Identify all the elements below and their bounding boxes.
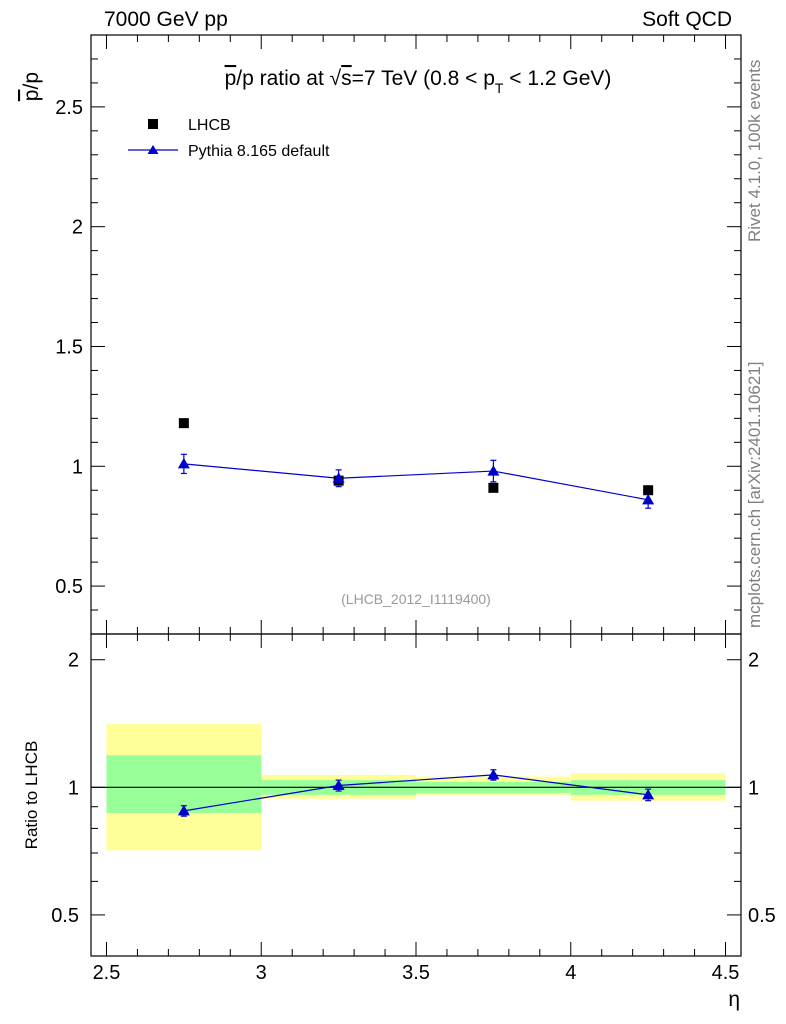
ratio-data-point	[642, 788, 655, 800]
band-inner-0	[106, 755, 262, 813]
lhcb-data-point	[643, 485, 654, 496]
chart-title: p/p ratio at √s=7 TeV (0.8 < pT < 1.2 Ge…	[225, 67, 612, 96]
y-tick-label: 1.5	[55, 336, 83, 358]
pythia-data-point	[487, 465, 500, 476]
data-marks	[177, 418, 655, 817]
legend-lhcb-label: LHCB	[188, 117, 231, 134]
x-tick-label: 3	[256, 962, 267, 984]
ratio-series-line	[183, 774, 649, 812]
lhcb-data-point	[488, 482, 499, 493]
y-tick-label: 1	[72, 456, 83, 478]
y-tick-label: 0.5	[55, 576, 83, 598]
ratio-y-tick-label-right: 1	[748, 777, 759, 799]
x-tick-label: 2.5	[93, 962, 121, 984]
x-tick-label: 4.5	[712, 962, 740, 984]
analysis-watermark: (LHCB_2012_I1119400)	[341, 591, 491, 607]
legend-lhcb-marker	[148, 119, 158, 129]
ratio-y-tick-label-right: 2	[748, 650, 759, 672]
ratio-y-tick-label-right: 0.5	[748, 905, 776, 927]
x-axis-label: η	[728, 988, 740, 1011]
pythia-series-line	[183, 463, 649, 501]
ratio-data-point	[487, 768, 500, 780]
legend-pythia-label: Pythia 8.165 default	[188, 143, 330, 160]
pythia-data-point	[642, 493, 655, 505]
ratio-y-axis-label: Ratio to LHCB	[22, 741, 41, 850]
header-left-label: 7000 GeV pp	[104, 8, 228, 31]
x-tick-label: 4	[565, 962, 576, 984]
ratio-y-tick-label-left: 0.5	[51, 905, 79, 927]
y-axis-label: p/p	[20, 72, 43, 101]
pythia-data-point	[332, 472, 345, 483]
ratio-data-point	[332, 779, 345, 790]
y-tick-label: 2.5	[55, 97, 83, 119]
legend-pythia-marker	[147, 145, 159, 154]
pythia-data-point	[177, 457, 190, 469]
axes: 2.5 3 3.5 4 4.5 0.5 1 1.5 2 2.5 0.5 0.5 1 1 2 2	[51, 34, 776, 984]
ratio-y-tick-label-left: 1	[68, 777, 79, 799]
ratio-y-tick-label-left: 2	[68, 650, 79, 672]
lhcb-data-point	[178, 418, 189, 429]
y-tick-label: 2	[72, 217, 83, 239]
header-right-label: Soft QCD	[642, 8, 732, 31]
title-pbar: p	[225, 67, 237, 90]
x-tick-label: 3.5	[402, 962, 430, 984]
ratio-data-point	[177, 804, 190, 816]
